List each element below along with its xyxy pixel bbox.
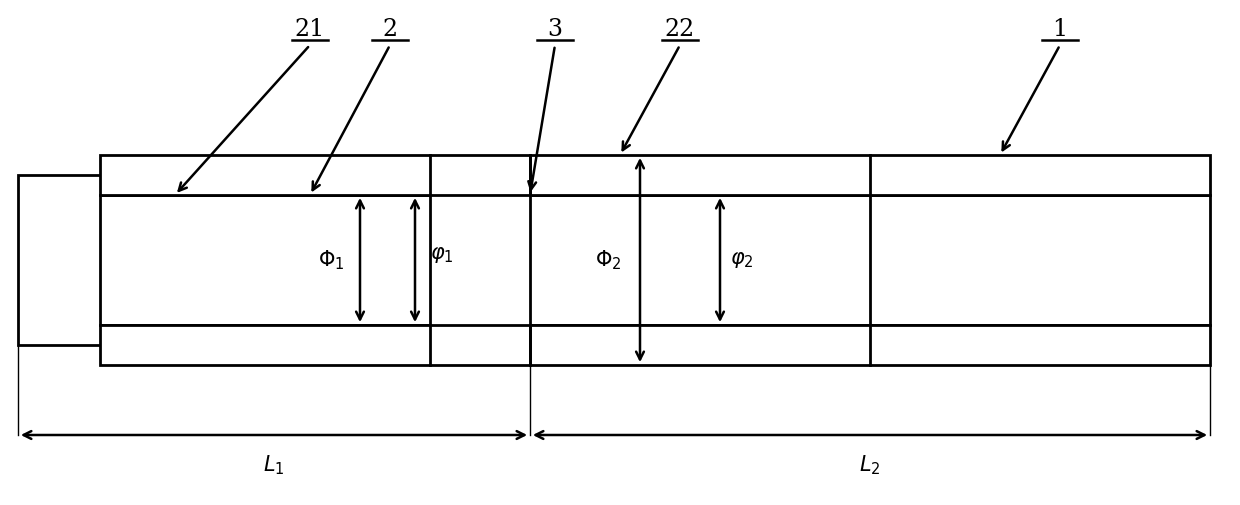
Bar — [100, 195, 430, 325]
Bar — [100, 155, 430, 195]
Text: 22: 22 — [665, 19, 696, 41]
Bar — [529, 325, 1210, 365]
Text: $L_1$: $L_1$ — [263, 453, 285, 477]
Text: $\varphi_2$: $\varphi_2$ — [730, 250, 754, 270]
Text: 1: 1 — [1053, 19, 1068, 41]
Bar — [529, 155, 1210, 195]
Text: $\Phi_1$: $\Phi_1$ — [319, 248, 345, 272]
Text: $L_2$: $L_2$ — [859, 453, 880, 477]
Text: 3: 3 — [548, 19, 563, 41]
Bar — [100, 325, 430, 365]
Text: $\Phi_2$: $\Phi_2$ — [595, 248, 622, 272]
Bar — [19, 175, 175, 345]
Text: 21: 21 — [295, 19, 325, 41]
Bar — [529, 195, 1210, 325]
Text: $\varphi_1$: $\varphi_1$ — [430, 245, 454, 265]
Text: 2: 2 — [382, 19, 398, 41]
